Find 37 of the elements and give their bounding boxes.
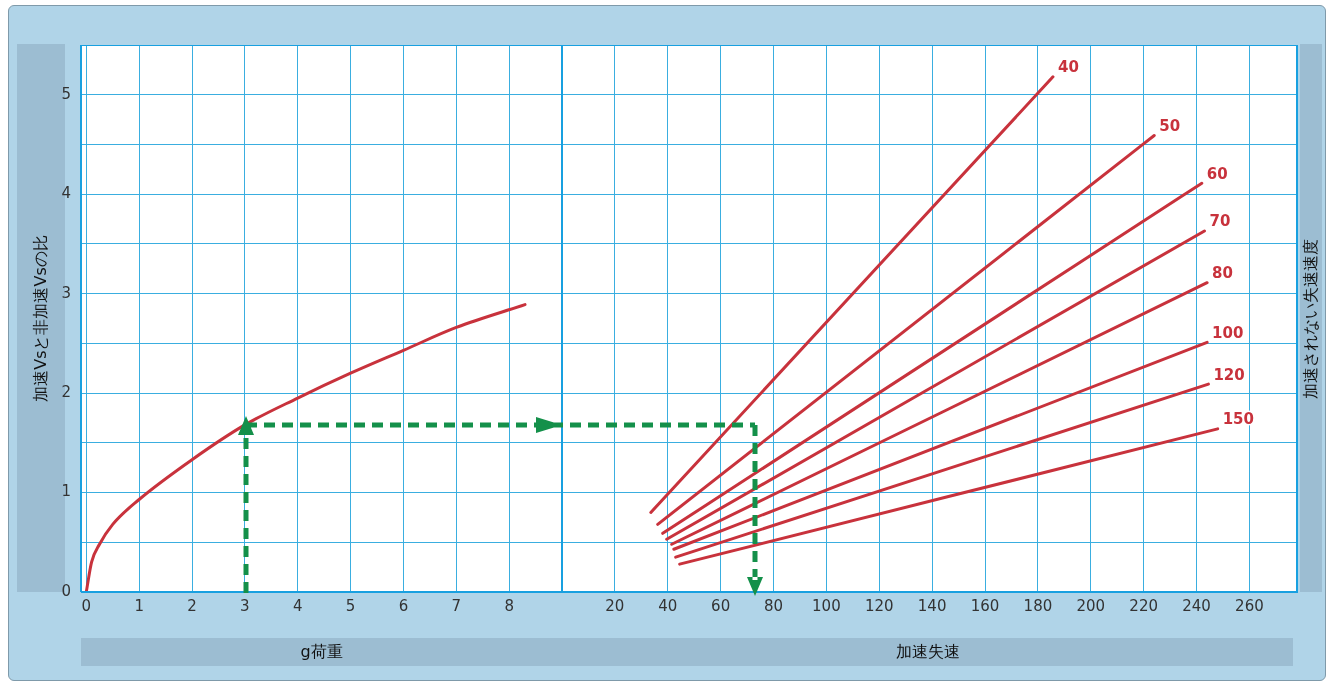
x-tick-label: 4 bbox=[292, 596, 303, 615]
x-tick-label: 1 bbox=[134, 596, 144, 615]
series-label: 40 bbox=[1057, 58, 1079, 77]
x-axis-title: 加速失速 bbox=[895, 641, 960, 663]
label-strip: 加速失速 bbox=[562, 638, 1293, 666]
label-strip: 加速されない失速速度 bbox=[1300, 44, 1322, 592]
x-tick-label: 260 bbox=[1235, 596, 1264, 615]
x-tick-label: 220 bbox=[1129, 596, 1158, 615]
x-tick-label: 80 bbox=[763, 596, 784, 615]
x-tick-label: 7 bbox=[451, 596, 462, 615]
x-tick-label: 200 bbox=[1076, 596, 1106, 615]
series-label: 50 bbox=[1159, 116, 1181, 135]
x-tick-label: 100 bbox=[812, 596, 841, 615]
x-tick-label: 3 bbox=[240, 596, 250, 615]
x-tick-label: 0 bbox=[81, 596, 92, 615]
y-axis-title: 加速Vsと非加速Vsの比 bbox=[30, 234, 51, 402]
legend-title: 加速されない失速速度 bbox=[1300, 238, 1321, 398]
x-tick-label: 8 bbox=[504, 596, 514, 615]
x-tick-label: 5 bbox=[345, 596, 356, 615]
series-label: 70 bbox=[1209, 212, 1231, 231]
x-tick-label: 160 bbox=[970, 596, 1000, 615]
x-tick-label: 140 bbox=[917, 596, 947, 615]
series-label: 100 bbox=[1212, 323, 1244, 342]
x-tick-label: 40 bbox=[658, 596, 678, 615]
x-tick-label: 60 bbox=[711, 596, 731, 615]
series-label: 80 bbox=[1212, 264, 1233, 283]
series-label: 120 bbox=[1213, 365, 1245, 384]
x-tick-label: 240 bbox=[1182, 596, 1211, 615]
x-tick-label: 2 bbox=[187, 596, 197, 615]
label-strip: g荷重 bbox=[81, 638, 562, 666]
x-tick-label: 20 bbox=[605, 596, 625, 615]
series-label: 60 bbox=[1206, 164, 1228, 183]
x-axis-title: g荷重 bbox=[300, 641, 343, 663]
x-tick-label: 6 bbox=[398, 596, 409, 615]
x-tick-label: 180 bbox=[1023, 596, 1053, 615]
x-tick-label: 120 bbox=[864, 596, 894, 615]
line-series bbox=[84, 303, 527, 592]
